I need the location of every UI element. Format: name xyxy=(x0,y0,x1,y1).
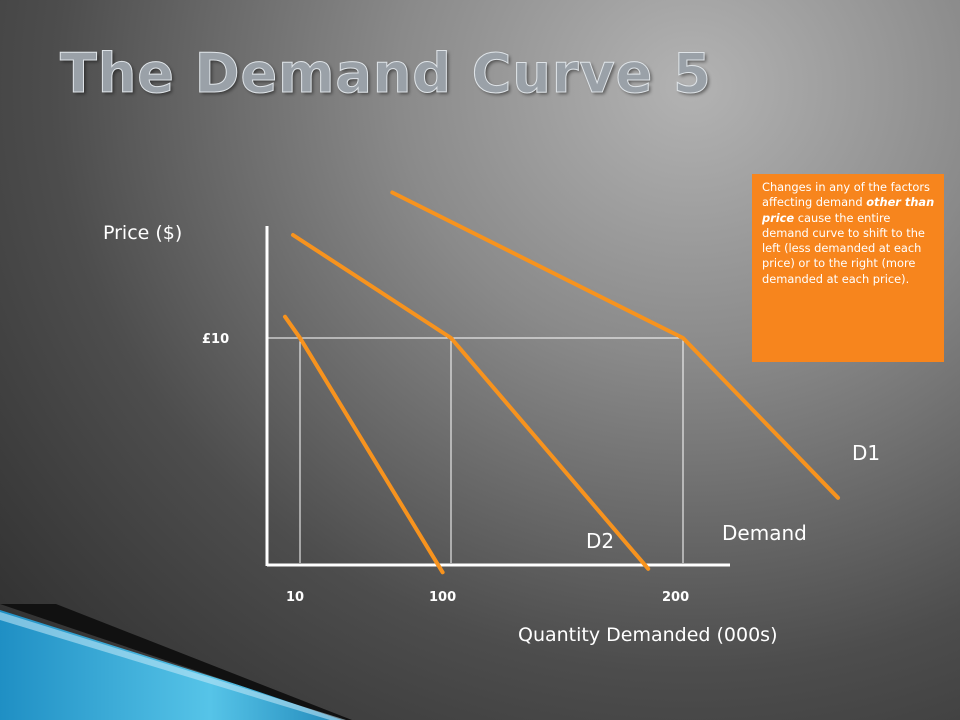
curve-label-demand: Demand xyxy=(722,521,807,545)
x-tick-label: 100 xyxy=(429,590,456,605)
demand-curve-d2 xyxy=(283,314,445,575)
y-axis-label: Price ($) xyxy=(103,222,182,244)
note-text-end: cause the entire demand curve to shift t… xyxy=(762,210,925,286)
corner-decoration xyxy=(0,604,352,720)
x-tick-label: 10 xyxy=(286,590,304,605)
note-text: Changes in any of the factors affecting … xyxy=(762,180,930,210)
x-axis-label: Quantity Demanded (000s) xyxy=(518,624,778,646)
slide-title: The Demand Curve 5 xyxy=(60,42,712,106)
demand-curve-d1 xyxy=(390,190,840,500)
x-tick-label: 200 xyxy=(662,590,689,605)
demand-curve-demand xyxy=(291,233,651,571)
curve-label-d1: D1 xyxy=(852,441,880,465)
y-tick-label: £10 xyxy=(202,332,229,347)
curve-label-d2: D2 xyxy=(586,529,614,553)
explanation-note: Changes in any of the factors affecting … xyxy=(752,174,944,362)
note-emphasis: other than price xyxy=(762,195,935,225)
